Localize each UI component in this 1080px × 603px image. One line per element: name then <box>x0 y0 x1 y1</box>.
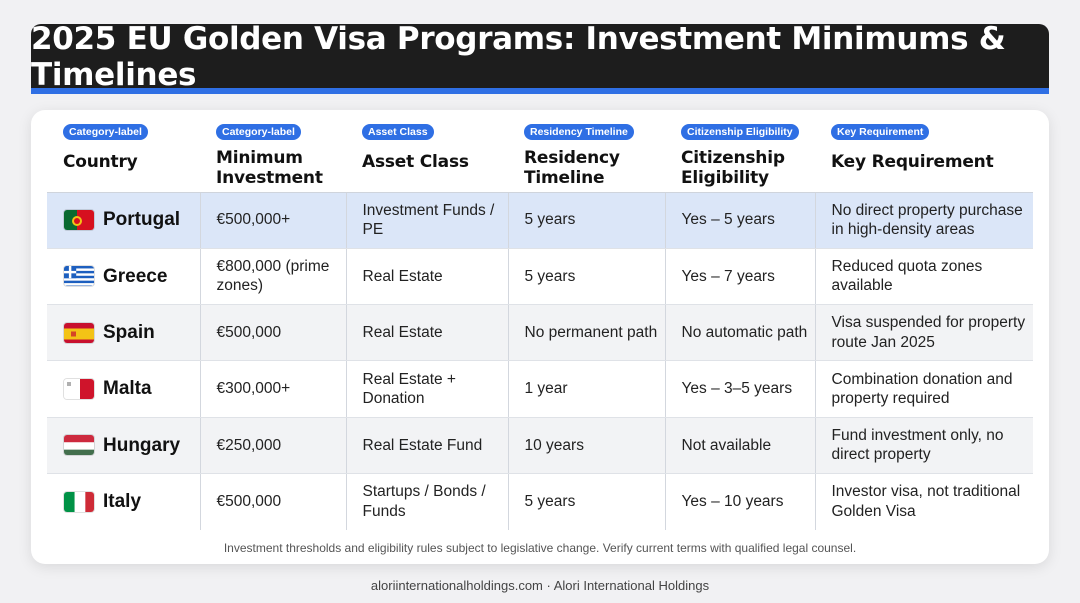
citizenship-cell: Yes – 10 years <box>665 473 816 530</box>
country-name: Portugal <box>103 209 181 231</box>
requirement-cell: Fund investment only, no direct property <box>815 417 1033 474</box>
investment-cell: €800,000 (prime zones) <box>200 248 347 306</box>
table-header-row: Category-label Country Category-label Mi… <box>47 120 1033 193</box>
residency-cell: 10 years <box>508 417 666 474</box>
category-tag: Key Requirement <box>831 124 930 140</box>
asset-cell: Startups / Bonds / Funds <box>346 473 509 530</box>
country-cell: Spain <box>47 304 201 362</box>
title-bar: 2025 EU Golden Visa Programs: Investment… <box>31 21 1049 93</box>
country-cell: Hungary <box>47 417 201 474</box>
table-card: Category-label Country Category-label Mi… <box>31 110 1049 564</box>
country-name: Italy <box>103 491 142 513</box>
residency-cell: 5 years <box>508 248 666 306</box>
residency-cell: 5 years <box>508 473 666 530</box>
italy-flag-icon <box>63 490 95 513</box>
asset-cell: Real Estate Fund <box>346 417 509 474</box>
header-key-requirement: Key Requirement Key Requirement <box>815 120 1033 193</box>
citizenship-cell: Yes – 5 years <box>665 192 816 249</box>
header-label: Asset Class <box>362 152 469 172</box>
asset-cell: Real Estate <box>346 304 509 362</box>
header-label: Key Requirement <box>831 152 994 172</box>
investment-cell: €500,000+ <box>200 192 347 249</box>
category-tag: Residency Timeline <box>524 124 634 140</box>
residency-cell: 5 years <box>508 192 666 249</box>
table-row: Italy €500,000 Startups / Bonds / Funds … <box>47 473 1033 530</box>
citizenship-cell: Yes – 7 years <box>665 248 816 306</box>
requirement-cell: Combination donation and property requir… <box>815 360 1033 418</box>
table-row: Greece €800,000 (prime zones) Real Estat… <box>47 248 1033 306</box>
country-name: Spain <box>103 321 155 343</box>
country-cell: Malta <box>47 360 201 418</box>
citizenship-cell: Not available <box>665 417 816 474</box>
header-label: Citizenship Eligibility <box>681 148 785 188</box>
requirement-cell: No direct property purchase in high-dens… <box>815 192 1033 249</box>
country-cell: Greece <box>47 248 201 306</box>
header-label: Country <box>63 152 138 172</box>
portugal-flag-icon <box>63 209 95 232</box>
hungary-flag-icon <box>63 434 95 457</box>
table-row: Hungary €250,000 Real Estate Fund 10 yea… <box>47 417 1033 474</box>
citizenship-cell: No automatic path <box>665 304 816 362</box>
disclaimer-text: Investment thresholds and eligibility ru… <box>223 541 857 555</box>
category-tag: Asset Class <box>362 124 434 140</box>
country-cell: Italy <box>47 473 201 530</box>
table-row: Portugal €500,000+ Investment Funds / PE… <box>47 192 1033 249</box>
header-label: Residency Timeline <box>524 148 620 188</box>
country-cell: Portugal <box>47 192 201 249</box>
requirement-cell: Visa suspended for property route Jan 20… <box>815 304 1033 362</box>
category-tag: Citizenship Eligibility <box>681 124 799 140</box>
header-citizenship-eligibility: Citizenship Eligibility Citizenship Elig… <box>665 120 815 193</box>
table-row: Malta €300,000+ Real Estate + Donation 1… <box>47 360 1033 418</box>
page-title: 2025 EU Golden Visa Programs: Investment… <box>31 21 1006 93</box>
country-name: Greece <box>103 265 168 287</box>
malta-flag-icon <box>63 378 95 401</box>
category-tag: Category-label <box>216 124 301 140</box>
country-name: Hungary <box>103 434 181 456</box>
greece-flag-icon <box>63 265 95 288</box>
investment-cell: €500,000 <box>200 473 347 530</box>
visa-table: Category-label Country Category-label Mi… <box>47 120 1033 530</box>
investment-cell: €300,000+ <box>200 360 347 418</box>
asset-cell: Real Estate <box>346 248 509 306</box>
spain-flag-icon <box>63 321 95 344</box>
table-row: Spain €500,000 Real Estate No permanent … <box>47 304 1033 362</box>
requirement-cell: Investor visa, not traditional Golden Vi… <box>815 473 1033 530</box>
header-country: Category-label Country <box>47 120 200 193</box>
header-label: Minimum Investment <box>216 148 323 188</box>
title-accent-bar <box>31 88 1049 94</box>
asset-cell: Real Estate + Donation <box>346 360 509 418</box>
residency-cell: No permanent path <box>508 304 666 362</box>
header-residency-timeline: Residency Timeline Residency Timeline <box>508 120 665 193</box>
residency-cell: 1 year <box>508 360 666 418</box>
country-name: Malta <box>103 378 152 400</box>
investment-cell: €250,000 <box>200 417 347 474</box>
investment-cell: €500,000 <box>200 304 347 362</box>
requirement-cell: Reduced quota zones available <box>815 248 1033 306</box>
footer-text: aloriinternationalholdings.com · Alori I… <box>370 578 710 593</box>
citizenship-cell: Yes – 3–5 years <box>665 360 816 418</box>
header-asset-class: Asset Class Asset Class <box>346 120 508 193</box>
category-tag: Category-label <box>63 124 148 140</box>
asset-cell: Investment Funds / PE <box>346 192 509 249</box>
header-minimum-investment: Category-label Minimum Investment <box>200 120 346 193</box>
